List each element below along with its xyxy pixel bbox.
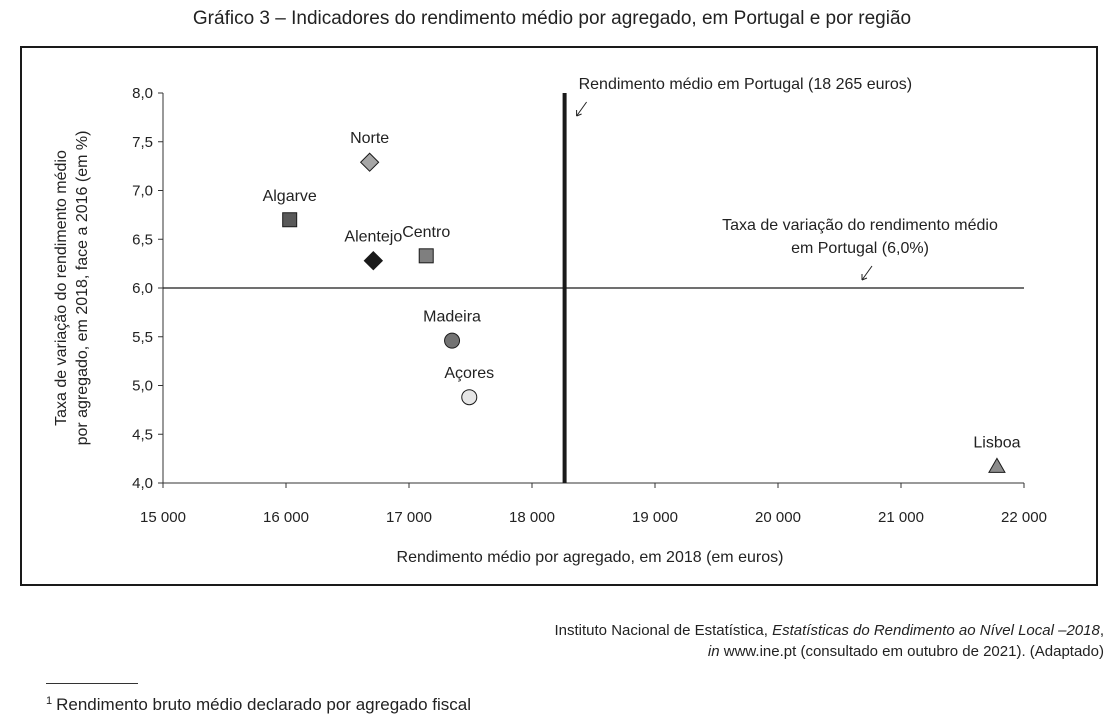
source-suffix: , — [1099, 622, 1104, 639]
x-tick-label: 15 000 — [140, 509, 186, 526]
national-growth-label-line2: em Portugal (6,0%) — [791, 240, 929, 257]
y-tick-label: 5,0 — [132, 378, 153, 395]
point-label-lisboa: Lisboa — [973, 434, 1020, 451]
y-tick-label: 4,0 — [132, 475, 153, 492]
source-citation: Instituto Nacional de Estatística, Estat… — [555, 620, 1105, 662]
chart-axes: 4,0 4,5 5,0 5,5 6,0 6,5 7,0 7,5 8,0 15 000 16 000 1… — [132, 85, 1047, 526]
x-tick-label: 17 000 — [386, 509, 432, 526]
national-income-label: Rendimento médio em Portugal (18 265 eur… — [579, 76, 913, 93]
national-growth-arrowhead — [861, 274, 868, 281]
point-lisboa — [988, 457, 1006, 473]
source-line1: Instituto Nacional de Estatística, Estat… — [555, 620, 1105, 641]
point-madeira — [444, 332, 461, 349]
point-label-algarve: Algarve — [263, 188, 317, 205]
point-acores — [461, 389, 478, 406]
chart-frame — [20, 46, 1098, 586]
source-in-word: in — [707, 643, 720, 660]
national-growth-pointer — [861, 265, 873, 281]
x-tick-label: 20 000 — [755, 509, 801, 526]
y-axis-label-line2: por agregado, em 2018, face a 2016 (em %… — [74, 131, 91, 446]
x-tick-label: 19 000 — [632, 509, 678, 526]
footnote-marker: 1 — [46, 695, 53, 707]
point-label-madeira: Madeira — [423, 309, 481, 326]
y-axis-label-line1: Taxa de variação do rendimento médio — [53, 150, 70, 426]
source-prefix: Instituto Nacional de Estatística, — [554, 622, 773, 639]
footnote-text: Rendimento bruto médio declarado por agr… — [56, 695, 471, 714]
national-income-arrowhead — [576, 110, 582, 117]
y-tick-label: 6,5 — [132, 231, 153, 248]
point-label-alentejo: Alentejo — [344, 229, 402, 246]
footnote-divider — [46, 683, 138, 684]
point-centro — [418, 248, 434, 264]
point-norte — [359, 152, 380, 172]
point-label-centro: Centro — [402, 224, 450, 241]
point-label-acores: Açores — [444, 365, 494, 382]
chart-title: Gráfico 3 – Indicadores do rendimento mé… — [192, 8, 912, 29]
y-tick-label: 4,5 — [132, 426, 153, 443]
y-tick-label: 5,5 — [132, 329, 153, 346]
x-axis-label: Rendimento médio por agregado, em 2018 (… — [397, 549, 784, 566]
source-publication: Estatísticas do Rendimento ao Nível Loca… — [772, 622, 1100, 639]
point-algarve — [282, 212, 298, 228]
national-income-pointer — [576, 101, 588, 117]
x-tick-label: 22 000 — [1001, 509, 1047, 526]
chart-marks: Norte Algarve Alentejo Centro Madeira Açores L… — [263, 130, 1021, 473]
y-tick-label: 7,5 — [132, 134, 153, 151]
scatter-chart: 4,0 4,5 5,0 5,5 6,0 6,5 7,0 7,5 8,0 15 000 16 000 1… — [53, 76, 1047, 566]
source-line2: in www.ine.pt (consultado em outubro de … — [555, 641, 1104, 662]
y-tick-label: 7,0 — [132, 183, 153, 200]
source-line2-text: www.ine.pt (consultado em outubro de 202… — [719, 643, 1104, 660]
y-tick-label: 8,0 — [132, 85, 153, 102]
point-alentejo — [363, 250, 384, 271]
x-tick-label: 16 000 — [263, 509, 309, 526]
national-growth-label-line1: Taxa de variação do rendimento médio — [722, 217, 998, 234]
x-tick-label: 21 000 — [878, 509, 924, 526]
reference-lines: Rendimento médio em Portugal (18 265 eur… — [163, 76, 1024, 483]
point-label-norte: Norte — [350, 130, 389, 147]
footnote: 1 Rendimento bruto médio declarado por ag… — [46, 695, 471, 715]
y-tick-label: 6,0 — [132, 280, 153, 297]
x-tick-label: 18 000 — [509, 509, 555, 526]
